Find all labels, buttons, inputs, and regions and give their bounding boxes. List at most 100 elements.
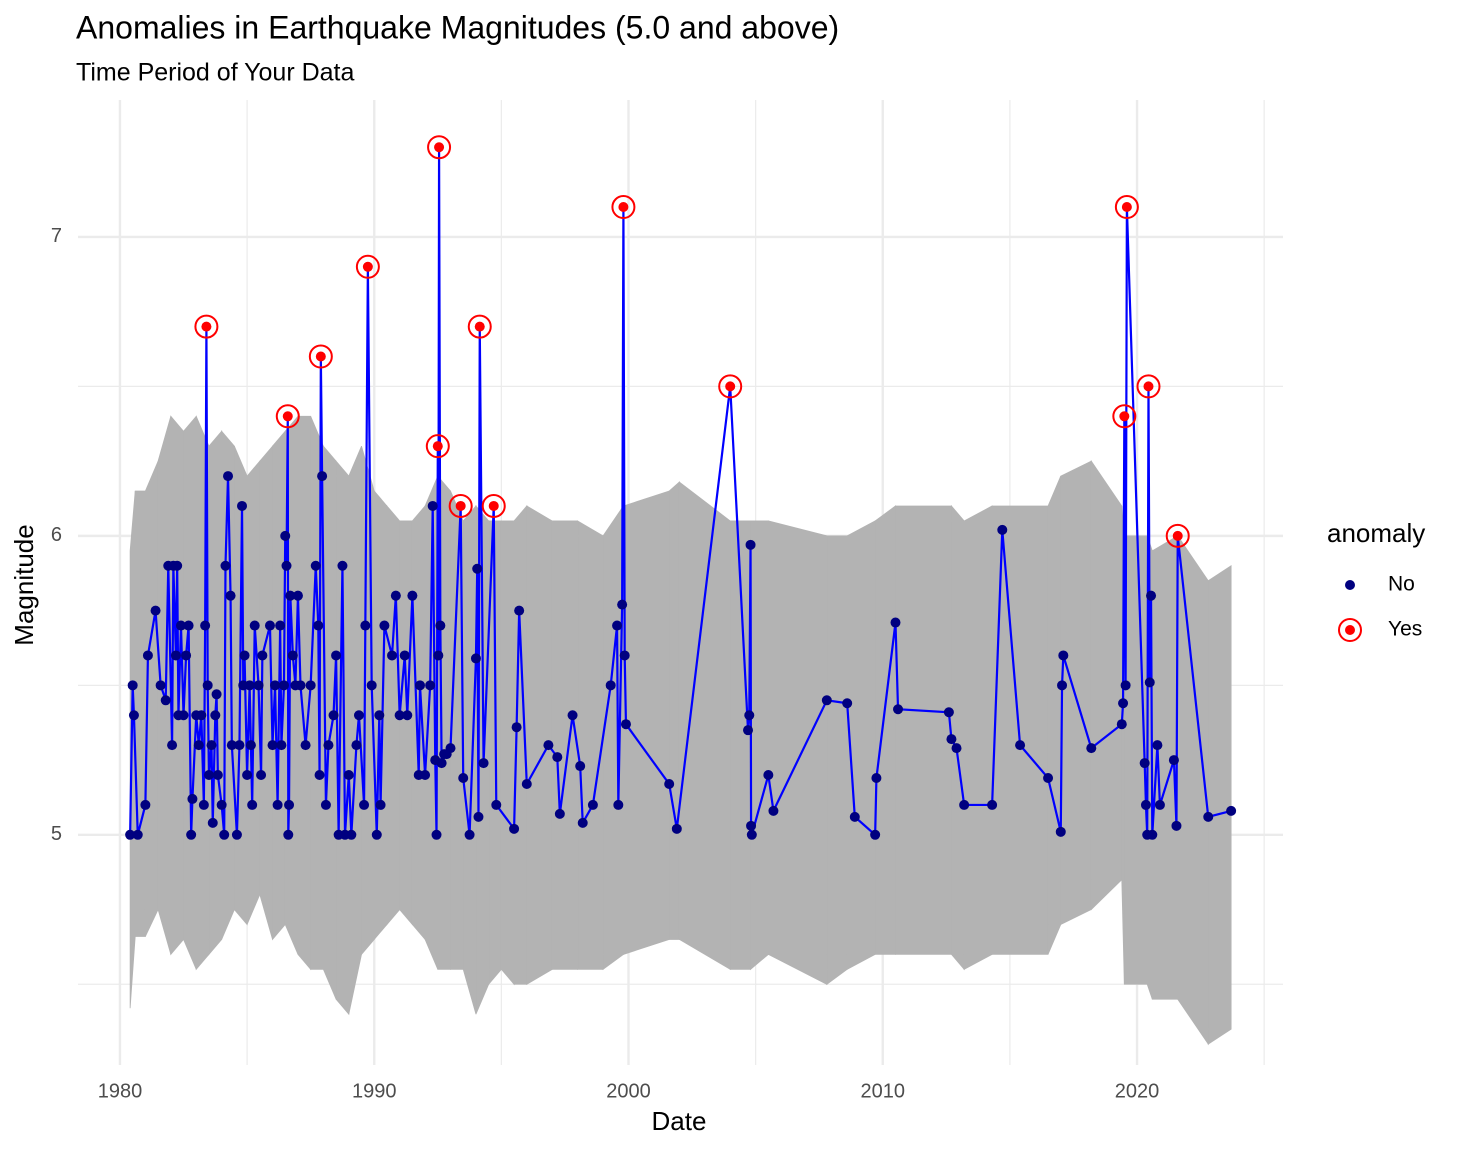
point [414,680,425,691]
point [280,530,291,541]
point [543,740,554,751]
point [1055,826,1066,837]
band-segment [1047,475,1062,955]
anomaly-ring [275,404,300,429]
point [402,710,413,721]
point [577,817,588,828]
band-segment [500,520,515,986]
point [464,829,475,840]
point [226,740,237,751]
point [167,740,178,751]
point [225,590,236,601]
point [743,725,754,736]
point [1154,799,1165,810]
anomaly-ring [1114,195,1139,220]
point [207,817,218,828]
point [1172,530,1183,541]
point [1116,719,1127,730]
y-axis-title: Magnitude [9,524,39,645]
point [211,689,222,700]
point [431,829,442,840]
band-segment [399,520,413,926]
anomaly-ring [467,314,492,339]
point [434,142,445,153]
x-tick-label: 1980 [98,1080,143,1102]
anomaly-ring [611,195,636,220]
band-segment [297,415,312,971]
point [987,799,998,810]
band-segment [678,481,731,971]
legend-label: No [1388,573,1415,596]
point [445,743,456,754]
point [458,773,469,784]
point [619,650,630,661]
point [620,719,631,730]
point [220,560,231,571]
point [375,799,386,810]
point [435,620,446,631]
point [946,734,957,745]
point [219,829,230,840]
point [295,680,306,691]
point [234,740,245,751]
point [212,770,223,781]
legend-label: Yes [1388,618,1422,641]
legend-key [1345,580,1355,590]
anomaly-ring [308,344,333,369]
y-tick-label: 7 [51,225,62,247]
point [360,620,371,631]
anomaly-ring [427,135,452,160]
point [605,680,616,691]
point [587,799,598,810]
point [1058,650,1069,661]
point [257,650,268,661]
point [399,650,410,661]
point [1121,202,1132,213]
point [664,778,675,789]
point [320,799,331,810]
point [310,560,321,571]
point [285,590,296,601]
band-segment [1207,565,1232,1045]
band-segment [767,520,828,985]
point [1120,680,1131,691]
point [256,770,267,781]
point [474,321,485,332]
point [943,707,954,718]
point [278,680,289,691]
band-segment [750,520,769,971]
anomaly-ring [1165,523,1190,548]
point [323,740,334,751]
point [473,811,484,822]
point [1146,590,1157,601]
point [1226,805,1237,816]
point [425,680,436,691]
point [331,650,342,661]
point [1057,680,1068,691]
point [202,680,213,691]
point [282,411,293,422]
point [613,799,624,810]
point [371,829,382,840]
point [1118,698,1129,709]
point [275,620,286,631]
point [511,722,522,733]
point [1140,799,1151,810]
point [216,799,227,810]
point [242,770,253,781]
point [427,500,438,511]
point [305,680,316,691]
point [997,524,1008,535]
band-segment [1177,534,1209,1046]
point [245,740,256,751]
point [1144,677,1155,688]
point [272,799,283,810]
anomaly-ring [718,374,743,399]
point [128,710,139,721]
point [612,620,623,631]
anomaly-ring [1112,404,1137,429]
point [203,770,214,781]
point [346,829,357,840]
point [200,620,211,631]
